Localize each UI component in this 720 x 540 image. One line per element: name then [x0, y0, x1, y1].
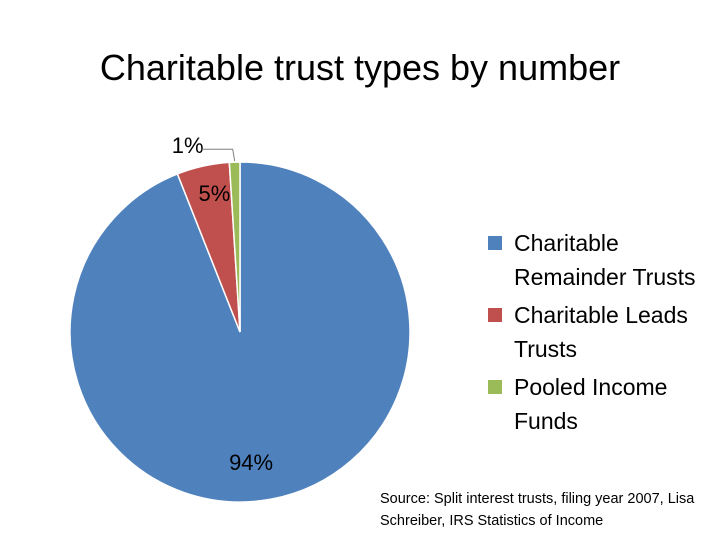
slice-label-charitable-remainder-trusts: 94% — [229, 450, 273, 475]
legend-item-pooled-income-funds: Pooled Income Funds — [488, 370, 720, 438]
legend-swatch — [488, 308, 502, 322]
legend-item-charitable-remainder-trusts: Charitable Remainder Trusts — [488, 226, 720, 294]
legend-swatch — [488, 236, 502, 250]
chart-title: Charitable trust types by number — [99, 47, 621, 88]
legend-label: Charitable Leads Trusts — [514, 302, 688, 362]
legend-label: Charitable Remainder Trusts — [514, 230, 696, 290]
legend-swatch — [488, 380, 502, 394]
legend-item-charitable-leads-trusts: Charitable Leads Trusts — [488, 298, 720, 366]
leader-line — [201, 148, 236, 162]
legend-label: Pooled Income Funds — [514, 374, 668, 434]
slice-pooled-income-funds — [228, 161, 241, 333]
source-note: Source: Split interest trusts, filing ye… — [380, 491, 695, 529]
slice-label-pooled-income-funds: 1% — [172, 133, 204, 158]
slice-label-charitable-leads-trusts: 5% — [199, 181, 231, 206]
legend: Charitable Remainder Trusts Charitable L… — [488, 226, 720, 442]
